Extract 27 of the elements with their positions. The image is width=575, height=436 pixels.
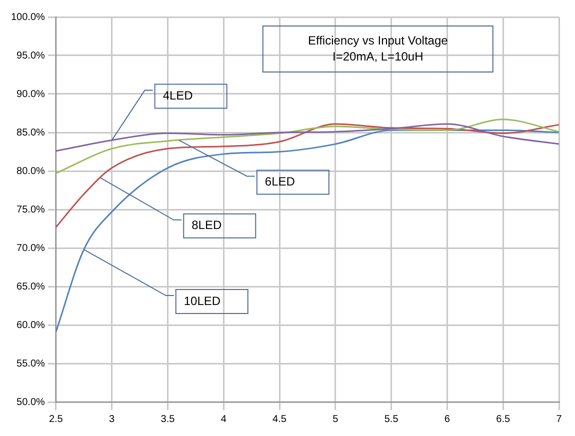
y-tick-label: 50.0% bbox=[16, 396, 46, 408]
x-tick-label: 4.5 bbox=[272, 414, 287, 425]
annotation: 4LED bbox=[162, 88, 194, 103]
x-tick-label: 4 bbox=[220, 414, 227, 425]
x-tick-label: 6.5 bbox=[496, 414, 510, 425]
y-tick-label: 60.0% bbox=[16, 320, 46, 331]
y-tick-label: 70.0% bbox=[16, 242, 46, 254]
x-tick-label: 3 bbox=[109, 414, 116, 425]
text: Efficiency vs Input Voltage bbox=[308, 33, 448, 48]
y-tick-label: 80.0% bbox=[16, 166, 46, 177]
y-tick-label: 100.0% bbox=[10, 12, 46, 23]
x-tick-label: 5.5 bbox=[384, 414, 399, 425]
y-tick-label: 75.0% bbox=[16, 204, 46, 216]
y-tick-label: 85.0% bbox=[16, 127, 46, 138]
x-tick-label: 6 bbox=[444, 414, 450, 425]
x-tick-label: 3.5 bbox=[160, 414, 176, 425]
text: I=20mA, L=10uH bbox=[332, 49, 424, 64]
y-tick-label: 90.0% bbox=[16, 88, 46, 100]
annotation: 8LED bbox=[192, 218, 222, 232]
y-tick-label: 65.0% bbox=[16, 281, 46, 292]
x-tick-label: 5 bbox=[332, 414, 339, 425]
x-tick-label: 2.5 bbox=[48, 414, 64, 425]
y-tick-label: 55.0% bbox=[16, 358, 46, 370]
x-tick-label: 7 bbox=[556, 414, 562, 425]
y-tick-label: 95.0% bbox=[16, 50, 46, 62]
annotation: 6LED bbox=[264, 174, 296, 189]
annotation: 10LED bbox=[184, 294, 221, 308]
